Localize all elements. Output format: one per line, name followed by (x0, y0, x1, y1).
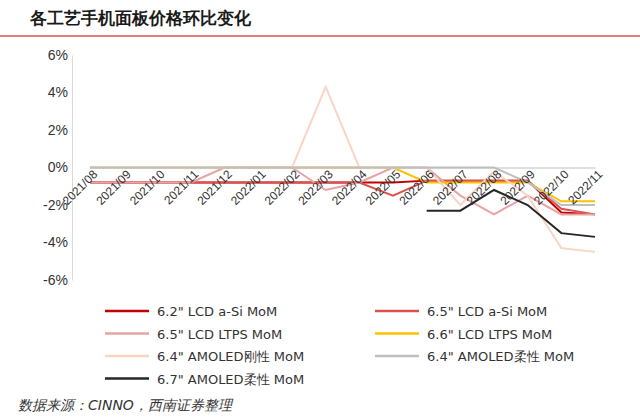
x-tick: 2022/08 (464, 167, 505, 208)
x-tick: 2022/06 (396, 167, 437, 208)
y-tick: 6% (48, 47, 72, 63)
x-tick: 2022/02 (262, 167, 303, 208)
y-tick: 4% (48, 84, 72, 100)
legend-item: 6.5" LCD a-Si MoM (375, 304, 547, 319)
x-tick-label: 2021/10 (127, 167, 168, 208)
x-tick-label: 2021/08 (60, 167, 101, 208)
y-tick-label: -4% (43, 234, 68, 250)
x-tick: 2021/11 (161, 167, 201, 207)
legend-label: 6.6" LCD LTPS MoM (427, 327, 552, 342)
x-tick-label: 2022/11 (565, 167, 605, 207)
x-axis-line (91, 168, 596, 169)
legend-item: 6.4" AMOLED柔性 MoM (375, 349, 574, 364)
x-tick-label: 2022/09 (497, 167, 538, 208)
legend-item: 6.4" AMOLED刚性 MoM (105, 349, 304, 364)
legend-swatch (105, 377, 149, 380)
x-tick-label: 2021/11 (161, 167, 201, 207)
y-tick-label: 2% (48, 122, 68, 138)
x-tick-label: 2022/10 (531, 167, 572, 208)
x-tick-label: 2022/07 (430, 167, 471, 208)
x-tick: 2021/12 (194, 167, 235, 208)
y-tick: -6% (43, 272, 72, 288)
y-tick-label: 6% (48, 47, 68, 63)
x-tick: 2021/09 (93, 167, 134, 208)
legend-label: 6.4" AMOLED刚性 MoM (157, 349, 304, 364)
x-tick: 2022/03 (295, 167, 336, 208)
legend-label: 6.4" AMOLED柔性 MoM (427, 349, 574, 364)
y-axis: 6%4%2%0%-2%-4%-6% (43, 47, 72, 288)
legend-item: 6.5" LCD LTPS MoM (105, 327, 282, 342)
legend-item: 6.2" LCD a-Si MoM (105, 304, 277, 319)
legend-swatch (105, 332, 149, 335)
legend: 6.2" LCD a-Si MoM 6.5" LCD a-Si MoM 6.5" L… (105, 304, 574, 387)
y-tick-label: -6% (43, 272, 68, 288)
y-axis-line (72, 56, 73, 281)
x-tick-label: 2022/01 (228, 167, 269, 208)
x-tick: 2022/10 (531, 167, 572, 208)
x-tick-label: 2022/03 (295, 167, 336, 208)
lines (90, 87, 595, 252)
legend-swatch (375, 355, 419, 358)
x-tick: 2022/01 (228, 167, 269, 208)
title: 各工艺手机面板价格环比变化 (29, 8, 252, 28)
legend-label: 6.5" LCD LTPS MoM (157, 327, 282, 342)
x-tick-label: 2021/12 (194, 167, 235, 208)
legend-label: 6.5" LCD a-Si MoM (427, 304, 547, 319)
series-line (90, 87, 595, 252)
x-axis: 2021/082021/092021/102021/112021/122022/… (60, 167, 606, 208)
x-tick: 2022/11 (565, 167, 605, 207)
y-tick-label: 4% (48, 84, 68, 100)
legend-label: 6.2" LCD a-Si MoM (157, 304, 277, 319)
source-note: 数据来源：CINNO，西南证券整理 (18, 397, 234, 413)
x-tick-label: 2022/08 (464, 167, 505, 208)
title-rule (0, 36, 640, 37)
x-tick-label: 2022/04 (329, 167, 370, 208)
y-tick: 0% (48, 159, 72, 175)
x-tick-label: 2022/05 (363, 167, 404, 208)
x-tick: 2022/09 (497, 167, 538, 208)
x-tick: 2022/07 (430, 167, 471, 208)
legend-label: 6.7" AMOLED柔性 MoM (157, 372, 304, 387)
legend-item: 6.6" LCD LTPS MoM (375, 327, 552, 342)
legend-swatch (105, 355, 149, 358)
legend-swatch (105, 310, 149, 313)
y-tick: 2% (48, 122, 72, 138)
x-tick: 2021/08 (60, 167, 101, 208)
x-tick-label: 2021/09 (93, 167, 134, 208)
series-line (90, 168, 595, 215)
legend-swatch (375, 332, 419, 335)
x-tick: 2022/04 (329, 167, 370, 208)
x-tick-label: 2022/06 (396, 167, 437, 208)
legend-item: 6.7" AMOLED柔性 MoM (105, 372, 304, 387)
x-tick: 2022/05 (363, 167, 404, 208)
y-tick-label: 0% (48, 159, 68, 175)
y-tick: -4% (43, 234, 72, 250)
x-tick-label: 2022/02 (262, 167, 303, 208)
x-tick: 2021/10 (127, 167, 168, 208)
chart: 各工艺手机面板价格环比变化6%4%2%0%-2%-4%-6%2021/08202… (0, 0, 640, 420)
legend-swatch (375, 310, 419, 313)
